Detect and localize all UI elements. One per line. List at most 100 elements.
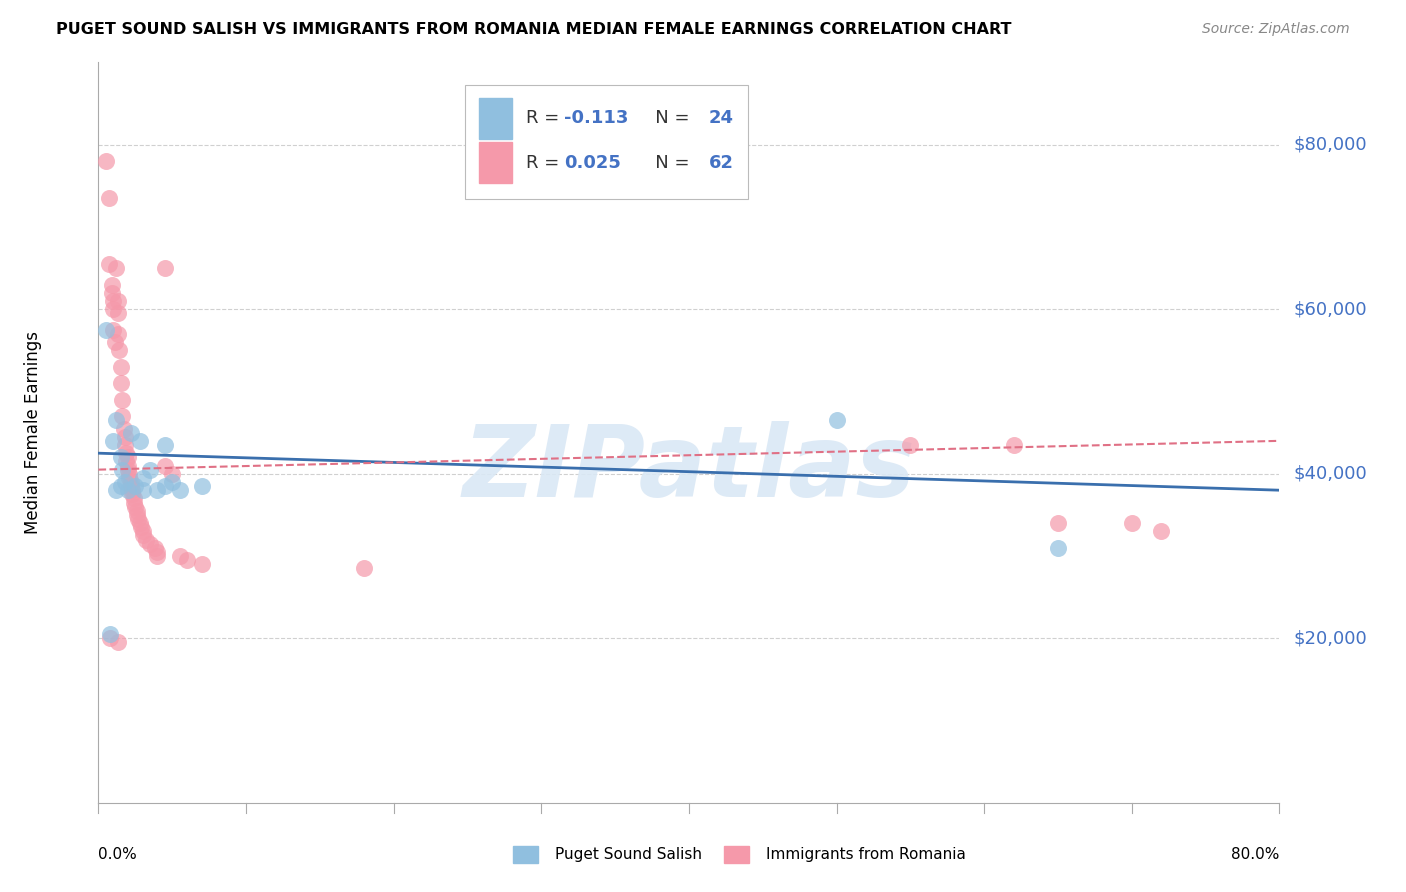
Point xyxy=(107,306,129,320)
Point xyxy=(124,479,146,493)
Point xyxy=(111,392,134,407)
Text: Source: ZipAtlas.com: Source: ZipAtlas.com xyxy=(1202,22,1350,37)
Point xyxy=(132,483,155,498)
Point xyxy=(1150,524,1173,539)
Point xyxy=(117,458,139,473)
Point xyxy=(169,549,191,563)
Text: $40,000: $40,000 xyxy=(1294,465,1367,483)
Text: Median Female Earnings: Median Female Earnings xyxy=(24,331,42,534)
Point xyxy=(127,512,149,526)
Point xyxy=(146,545,169,559)
Point xyxy=(115,454,138,468)
Point xyxy=(105,413,128,427)
Point xyxy=(110,376,132,391)
Point xyxy=(105,483,128,498)
Point xyxy=(125,508,148,522)
Point xyxy=(139,536,162,550)
Point xyxy=(110,359,132,374)
Point xyxy=(121,487,143,501)
Point xyxy=(191,479,214,493)
Point xyxy=(176,553,198,567)
Point xyxy=(110,479,132,493)
Point xyxy=(122,491,145,506)
Text: $20,000: $20,000 xyxy=(1294,629,1367,648)
Point xyxy=(124,500,146,514)
Point xyxy=(122,495,145,509)
Point xyxy=(103,323,125,337)
Point xyxy=(100,285,122,300)
Point xyxy=(94,323,117,337)
Point xyxy=(132,528,155,542)
Point xyxy=(146,549,169,563)
Point xyxy=(139,462,162,476)
Text: 0.025: 0.025 xyxy=(564,153,620,172)
Point xyxy=(191,558,214,572)
FancyBboxPatch shape xyxy=(478,143,512,183)
Text: 24: 24 xyxy=(709,110,734,128)
Point xyxy=(1046,516,1070,530)
Point xyxy=(98,632,121,646)
Point xyxy=(94,154,117,169)
Point xyxy=(162,467,183,481)
Text: N =: N = xyxy=(638,110,696,128)
Text: 80.0%: 80.0% xyxy=(1232,847,1279,863)
Point xyxy=(117,483,139,498)
Point xyxy=(153,261,176,276)
Point xyxy=(353,561,375,575)
Point xyxy=(1121,516,1143,530)
Text: -0.113: -0.113 xyxy=(564,110,628,128)
FancyBboxPatch shape xyxy=(478,98,512,138)
Point xyxy=(97,191,120,205)
Point xyxy=(1002,438,1025,452)
Point xyxy=(825,413,848,427)
Point xyxy=(103,302,125,317)
Point xyxy=(132,524,155,539)
Point xyxy=(103,434,125,448)
Point xyxy=(900,438,922,452)
Point xyxy=(107,293,129,308)
Text: Puget Sound Salish: Puget Sound Salish xyxy=(555,847,703,862)
Point xyxy=(120,479,142,493)
Point xyxy=(1046,541,1070,555)
Point xyxy=(107,635,129,649)
Point xyxy=(153,458,176,473)
Point xyxy=(110,450,132,465)
Point xyxy=(146,483,169,498)
Point xyxy=(111,409,134,424)
Point xyxy=(162,475,183,489)
Point xyxy=(98,627,121,641)
Text: $80,000: $80,000 xyxy=(1294,136,1367,153)
Point xyxy=(108,343,131,358)
Point xyxy=(114,430,136,444)
Point xyxy=(169,483,191,498)
Point xyxy=(112,421,135,435)
Text: 0.0%: 0.0% xyxy=(98,847,138,863)
Text: ZIPatlas: ZIPatlas xyxy=(463,421,915,518)
Text: PUGET SOUND SALISH VS IMMIGRANTS FROM ROMANIA MEDIAN FEMALE EARNINGS CORRELATION: PUGET SOUND SALISH VS IMMIGRANTS FROM RO… xyxy=(56,22,1012,37)
Point xyxy=(153,438,176,452)
Point xyxy=(118,471,141,485)
Point xyxy=(135,533,157,547)
Point xyxy=(120,425,142,440)
Point xyxy=(118,467,141,481)
Point xyxy=(129,520,152,534)
Point xyxy=(128,434,150,448)
Point xyxy=(115,446,138,460)
Point xyxy=(117,462,139,476)
Point xyxy=(132,471,155,485)
Point xyxy=(125,504,148,518)
Point xyxy=(97,257,120,271)
Point xyxy=(120,475,142,489)
Text: Immigrants from Romania: Immigrants from Romania xyxy=(766,847,966,862)
Point xyxy=(128,516,150,530)
Point xyxy=(103,293,125,308)
Point xyxy=(111,462,134,476)
Text: N =: N = xyxy=(638,153,696,172)
Point xyxy=(107,326,129,341)
Text: $60,000: $60,000 xyxy=(1294,301,1367,318)
Point xyxy=(153,479,176,493)
Point xyxy=(114,438,136,452)
Point xyxy=(104,335,127,350)
Text: 62: 62 xyxy=(709,153,734,172)
Point xyxy=(117,450,139,465)
